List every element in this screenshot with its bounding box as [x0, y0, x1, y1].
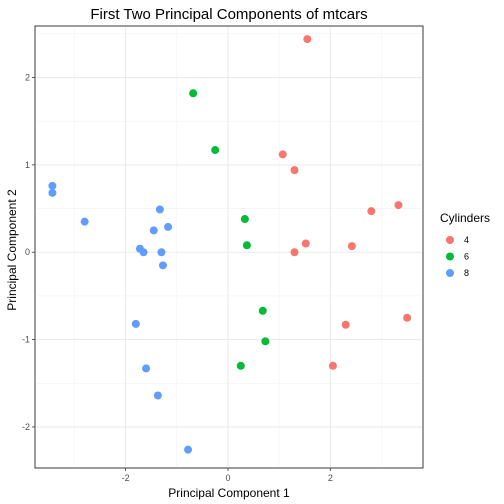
data-point-cyl-6 [258, 306, 267, 315]
data-point-cyl-8 [184, 445, 193, 454]
y-tick-label: -2 [22, 422, 30, 432]
data-point-cyl-4 [403, 313, 412, 322]
data-point-cyl-8 [164, 222, 173, 231]
data-point-cyl-6 [236, 361, 245, 370]
data-point-cyl-6 [261, 337, 270, 346]
data-point-cyl-6 [189, 89, 198, 98]
data-point-cyl-8 [155, 205, 164, 214]
legend-key-cyl-4 [446, 236, 454, 244]
gridlines [34, 25, 424, 469]
legend-key-cyl-8 [446, 269, 454, 277]
data-point-cyl-8 [149, 226, 158, 235]
legend: Cylinders 4 6 8 [440, 211, 490, 278]
data-point-cyl-6 [242, 241, 251, 250]
chart-title: First Two Principal Components of mtcars [90, 6, 367, 23]
data-point-cyl-8 [153, 391, 162, 400]
data-points [48, 35, 412, 454]
panel-border [34, 25, 424, 469]
y-tick-label: 2 [25, 73, 30, 83]
data-point-cyl-4 [341, 320, 350, 329]
x-tick-label: -2 [122, 473, 130, 483]
legend-key-cyl-6 [446, 252, 454, 261]
legend-label-cyl-4: 4 [464, 235, 469, 245]
legend-label-cyl-8: 8 [464, 268, 469, 278]
data-point-cyl-8 [142, 364, 151, 373]
y-tick-label: 1 [25, 160, 30, 170]
data-point-cyl-8 [139, 248, 148, 257]
data-point-cyl-4 [278, 150, 287, 159]
x-tick-label: 2 [328, 473, 333, 483]
data-point-cyl-8 [48, 188, 57, 197]
y-tick-label: 0 [25, 247, 30, 257]
y-axis-title: Principal Component 2 [5, 189, 19, 311]
legend-label-cyl-6: 6 [464, 252, 469, 262]
data-point-cyl-6 [211, 146, 220, 155]
data-point-cyl-4 [394, 201, 403, 210]
data-point-cyl-4 [367, 207, 376, 216]
data-point-cyl-8 [80, 217, 89, 226]
data-point-cyl-4 [328, 361, 337, 370]
data-point-cyl-4 [301, 239, 310, 248]
data-point-cyl-8 [158, 261, 167, 270]
data-point-cyl-8 [48, 181, 57, 190]
data-point-cyl-6 [240, 215, 249, 224]
data-point-cyl-4 [303, 35, 312, 44]
x-tick-label: 0 [225, 473, 230, 483]
data-point-cyl-4 [290, 166, 299, 175]
x-axis-title: Principal Component 1 [168, 486, 290, 500]
legend-title: Cylinders [440, 211, 490, 225]
data-point-cyl-8 [131, 319, 140, 328]
data-point-cyl-4 [347, 242, 356, 251]
data-point-cyl-4 [290, 248, 299, 257]
data-point-cyl-8 [157, 248, 166, 257]
plot-panel [34, 25, 424, 469]
axis-ticks: -2 0 2 -2 -1 0 1 2 [22, 73, 333, 483]
y-tick-label: -1 [22, 335, 30, 345]
